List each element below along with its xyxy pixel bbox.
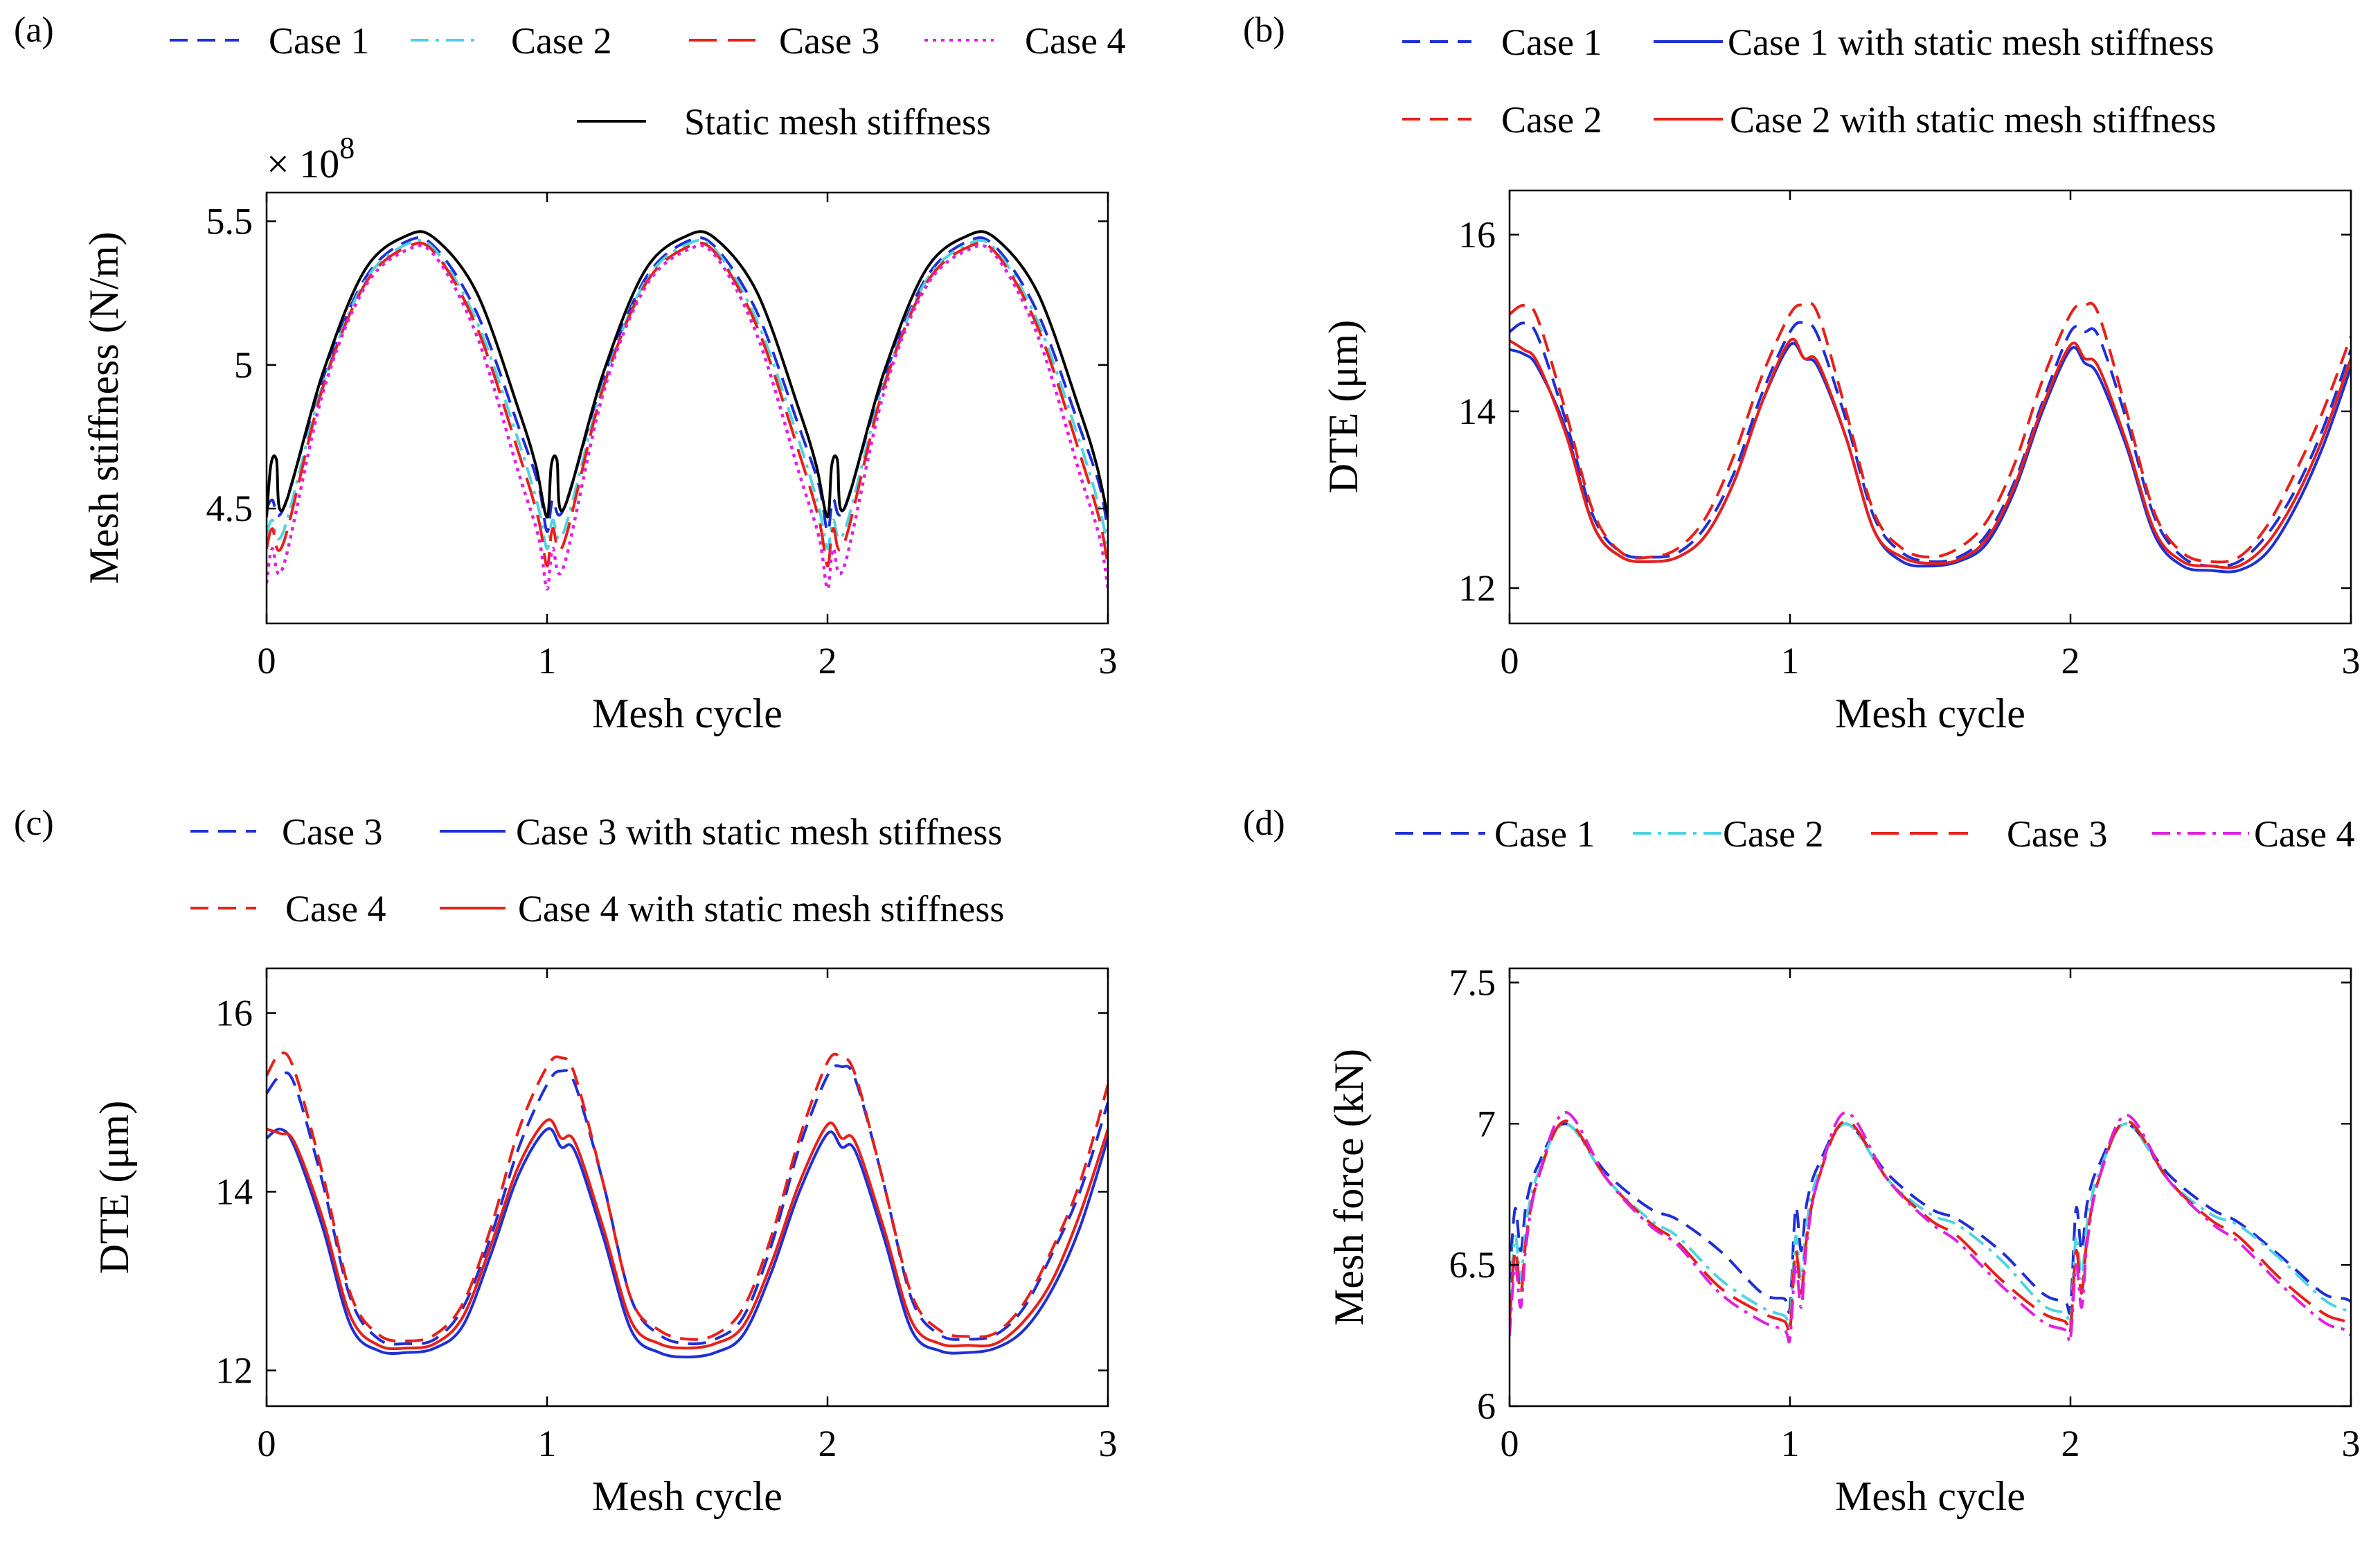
series-line-case-3-with-static-mesh-stiffness xyxy=(267,1127,1108,1359)
panel-label: (d) xyxy=(1243,804,1285,843)
x-tick-label: 0 xyxy=(1501,640,1519,682)
plot-frame xyxy=(1508,189,2352,625)
y-axis-label: Mesh stiffness (N/m) xyxy=(81,232,127,585)
series-group xyxy=(1510,1110,2351,1344)
x-tick-label: 1 xyxy=(1781,1423,1800,1464)
legend-label: Case 2 with static mesh stiffness xyxy=(1730,99,2216,141)
y-axis-label: DTE (μm) xyxy=(91,1101,137,1274)
plot-frame xyxy=(1508,967,2352,1408)
series-line-case-3 xyxy=(267,1064,1108,1346)
y-tick-label: 16 xyxy=(1458,214,1496,256)
legend-label: Case 3 xyxy=(2007,813,2107,855)
x-tick-label: 1 xyxy=(538,640,557,682)
legend-label: Case 4 xyxy=(2254,813,2354,855)
x-tick-label: 3 xyxy=(1099,640,1118,682)
x-tick-label: 3 xyxy=(2342,640,2361,682)
plot-frame xyxy=(265,967,1109,1408)
series-line-case-4-with-static-mesh-stiffness xyxy=(267,1118,1108,1351)
x-axis-label: Mesh cycle xyxy=(592,691,782,736)
legend-label: Case 2 xyxy=(1501,99,1602,141)
x-tick-label: 1 xyxy=(538,1423,557,1464)
y-tick-label: 4.5 xyxy=(206,488,253,529)
series-line-case-1-with-static-mesh-stiffness xyxy=(1510,341,2351,574)
legend-label: Case 2 xyxy=(511,20,611,62)
panel-label: (c) xyxy=(14,804,54,843)
axis-multiplier: × 108 xyxy=(267,131,355,186)
panel-label: (b) xyxy=(1243,10,1285,50)
series-group xyxy=(267,1051,1108,1359)
panel-label: (a) xyxy=(14,10,54,50)
legend-label: Case 3 xyxy=(779,20,879,62)
series-line-case-1 xyxy=(267,236,1108,533)
series-line-case-2 xyxy=(267,238,1108,551)
x-tick-label: 1 xyxy=(1781,640,1800,682)
x-axis-label: Mesh cycle xyxy=(1835,1473,2025,1519)
legend-label: Case 4 xyxy=(285,888,386,930)
legend-label: Case 2 xyxy=(1723,813,1823,855)
y-tick-label: 12 xyxy=(215,1349,253,1391)
legend-label: Case 1 with static mesh stiffness xyxy=(1728,21,2214,63)
series-line-case-2-with-static-mesh-stiffness xyxy=(1510,337,2351,569)
series-line-case-4 xyxy=(267,1051,1108,1342)
x-tick-label: 2 xyxy=(2061,640,2080,682)
series-line-case-2 xyxy=(1510,1122,2351,1328)
legend-label: Case 4 xyxy=(1025,20,1125,62)
x-tick-label: 0 xyxy=(258,640,276,682)
x-tick-label: 2 xyxy=(2061,1423,2080,1464)
legend-label: Case 1 xyxy=(1494,813,1595,855)
x-tick-label: 0 xyxy=(258,1423,276,1464)
x-axis-label: Mesh cycle xyxy=(592,1473,782,1519)
y-tick-label: 7.5 xyxy=(1449,961,1496,1003)
y-tick-label: 6 xyxy=(1477,1385,1496,1427)
y-tick-label: 5 xyxy=(234,344,253,386)
series-group xyxy=(267,230,1108,591)
y-tick-label: 7 xyxy=(1477,1103,1496,1144)
legend: Case 3 Case 3 with static mesh stiffness C… xyxy=(190,811,1004,930)
x-tick-label: 2 xyxy=(818,1423,837,1464)
y-tick-label: 14 xyxy=(1458,391,1496,432)
y-tick-label: 16 xyxy=(215,992,253,1033)
y-tick-label: 6.5 xyxy=(1449,1244,1496,1286)
legend: Case 1 Case 2 Case 3 Case 4 Static mesh stif… xyxy=(170,20,1125,143)
legend-label: Case 1 xyxy=(269,20,369,62)
series-group xyxy=(1510,301,2351,574)
legend: Case 1 Case 2 Case 3 Case 4 xyxy=(1395,813,2354,855)
x-tick-label: 2 xyxy=(818,640,837,682)
legend-label: Static mesh stiffness xyxy=(684,101,991,143)
x-axis-label: Mesh cycle xyxy=(1835,691,2025,736)
plot-frame xyxy=(265,191,1109,625)
panel-d: (d) 0 1 2 3 6 6.5 7 7.5 Mesh cycle Mesh force (kN)… xyxy=(1243,804,2361,1519)
series-line-static-mesh-stiffness xyxy=(267,230,1108,519)
legend: Case 1 Case 1 with static mesh stiffness C… xyxy=(1402,21,2216,141)
legend-label: Case 4 with static mesh stiffness xyxy=(518,888,1004,930)
series-line-case-1 xyxy=(1510,321,2351,568)
x-tick-label: 3 xyxy=(2342,1423,2361,1464)
y-axis-label: Mesh force (kN) xyxy=(1326,1049,1372,1326)
y-axis-label: DTE (μm) xyxy=(1321,320,1366,493)
series-line-case-4 xyxy=(267,244,1108,591)
y-tick-label: 12 xyxy=(1458,567,1496,609)
x-tick-label: 3 xyxy=(1099,1423,1118,1464)
panel-a: (a) 0 1 2 3 4.5 5 5.5 Mesh cycle Mesh stiffness (… xyxy=(14,10,1125,736)
y-tick-label: 5.5 xyxy=(206,200,253,242)
legend-label: Case 3 xyxy=(282,811,382,853)
series-line-case-3 xyxy=(267,241,1108,568)
series-line-case-4 xyxy=(1510,1110,2351,1344)
y-tick-label: 14 xyxy=(215,1171,253,1212)
series-line-case-2 xyxy=(1510,301,2351,564)
x-tick-label: 0 xyxy=(1501,1423,1519,1464)
legend-label: Case 3 with static mesh stiffness xyxy=(516,811,1002,853)
legend-label: Case 1 xyxy=(1501,21,1602,63)
series-line-case-3 xyxy=(1510,1119,2351,1335)
